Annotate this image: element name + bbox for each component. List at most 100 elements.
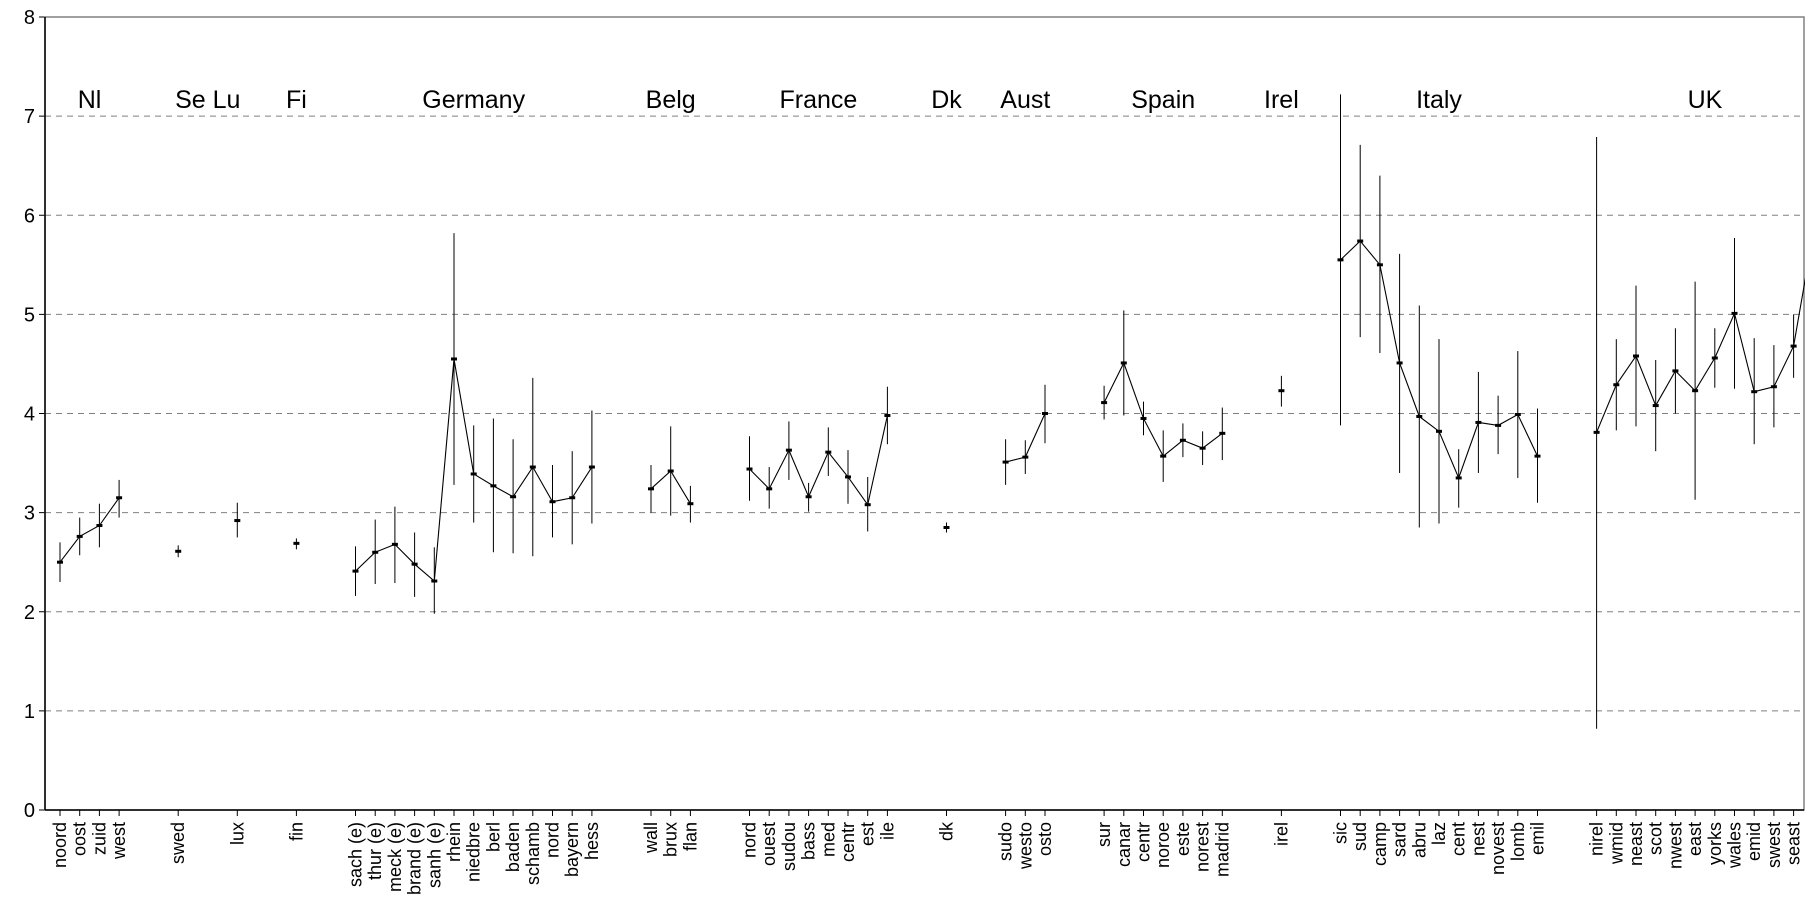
axes [39, 16, 1805, 816]
category-label: baden [503, 822, 523, 872]
category-label: sach (e) [346, 822, 366, 887]
data-point [1120, 361, 1127, 365]
data-point [1357, 239, 1364, 243]
category-label: este [1173, 822, 1193, 856]
category-label: wmid [1606, 822, 1626, 865]
category-label: brux [661, 822, 681, 857]
data-point [1199, 446, 1206, 450]
group-label: Se Lu [175, 86, 240, 114]
category-label: nord [740, 822, 760, 858]
category-label: seast [1784, 822, 1804, 865]
category-label: sic [1331, 822, 1351, 844]
data-point [1514, 412, 1521, 416]
plot-frame [44, 16, 1805, 811]
category-label: flan [680, 822, 700, 851]
data-point [1042, 412, 1048, 415]
data-point [431, 579, 438, 583]
data-point [588, 465, 595, 469]
category-label: madrid [1212, 822, 1232, 877]
category-label: sur [1094, 822, 1114, 847]
data-point [372, 550, 379, 554]
category-label: nwest [1665, 822, 1685, 869]
data-point [943, 525, 950, 529]
category-label: bayern [562, 822, 582, 877]
data-point [1416, 414, 1423, 418]
gridlines [45, 115, 1804, 712]
category-label: camp [1370, 822, 1390, 866]
y-tick-label: 6 [24, 205, 35, 227]
group-label: UK [1688, 86, 1723, 114]
data-point [510, 495, 517, 499]
category-label: emil [1528, 822, 1548, 855]
category-label: nirel [1587, 822, 1607, 856]
data-point [1633, 354, 1639, 358]
category-label: lomb [1508, 822, 1528, 861]
category-label: scot [1646, 822, 1666, 855]
data-point [352, 569, 359, 573]
category-label: abru [1409, 822, 1429, 858]
data-point [1455, 476, 1462, 480]
category-label: swed [168, 822, 188, 864]
data-point [1495, 423, 1502, 427]
category-label: berl [483, 822, 503, 852]
data-point [76, 534, 83, 538]
category-label: centr [838, 822, 858, 862]
category-label: west [109, 822, 129, 860]
data-point [1790, 344, 1797, 348]
data-point [1475, 420, 1482, 424]
data-point [1770, 385, 1777, 389]
category-label: noroe [1153, 822, 1173, 868]
category-label: sudou [779, 822, 799, 871]
data-point [1672, 369, 1679, 373]
category-label: sud [1350, 822, 1370, 851]
y-tick-label: 7 [24, 106, 35, 128]
series-line [1596, 277, 1805, 433]
data-point [470, 472, 477, 476]
category-label: sudo [996, 822, 1016, 861]
group-label: Italy [1416, 86, 1462, 114]
data-point [57, 560, 63, 564]
category-label: niedbre [464, 822, 484, 882]
group-label: Aust [1000, 86, 1050, 114]
category-label: neast [1626, 822, 1646, 866]
data-point [175, 549, 182, 553]
data-point [1376, 263, 1383, 267]
y-tick-label: 0 [24, 800, 35, 822]
group-label: France [780, 86, 858, 114]
category-label: zuid [89, 822, 109, 855]
category-label: centr [1134, 822, 1154, 862]
labels: 0 1 2 3 4 5 6 7 8 Nl noord oost zuid west Se Lu swed lux… [24, 7, 1805, 895]
data-point [845, 475, 851, 479]
group-label: Dk [931, 86, 962, 114]
y-tick-label: 8 [24, 7, 35, 29]
data-point [1711, 356, 1718, 360]
category-label: sard [1390, 822, 1410, 857]
series-line [749, 415, 888, 507]
data-point [1751, 390, 1758, 394]
category-label: irel [1271, 822, 1291, 846]
category-label: cent [1449, 822, 1469, 856]
data-point [766, 487, 773, 491]
data-point [411, 562, 418, 566]
data-point [1278, 389, 1285, 393]
category-label: sanh (e) [424, 822, 444, 888]
y-tick-label: 3 [24, 503, 35, 525]
data-point [864, 503, 871, 507]
data-point [1101, 401, 1108, 405]
data-point [1219, 431, 1226, 435]
category-label: ouest [759, 822, 779, 866]
data-point [549, 500, 556, 504]
data-point [1652, 404, 1659, 408]
category-label: oost [70, 822, 90, 856]
group-label: Belg [646, 86, 696, 114]
category-label: ile [877, 822, 897, 840]
data-point [1436, 429, 1442, 433]
category-label: canar [1114, 822, 1134, 867]
data-point [825, 450, 832, 454]
data-point [785, 448, 792, 452]
category-label: wall [641, 822, 661, 854]
category-label: westo [1015, 822, 1035, 870]
data-point [884, 413, 891, 417]
data-point [1593, 430, 1600, 434]
